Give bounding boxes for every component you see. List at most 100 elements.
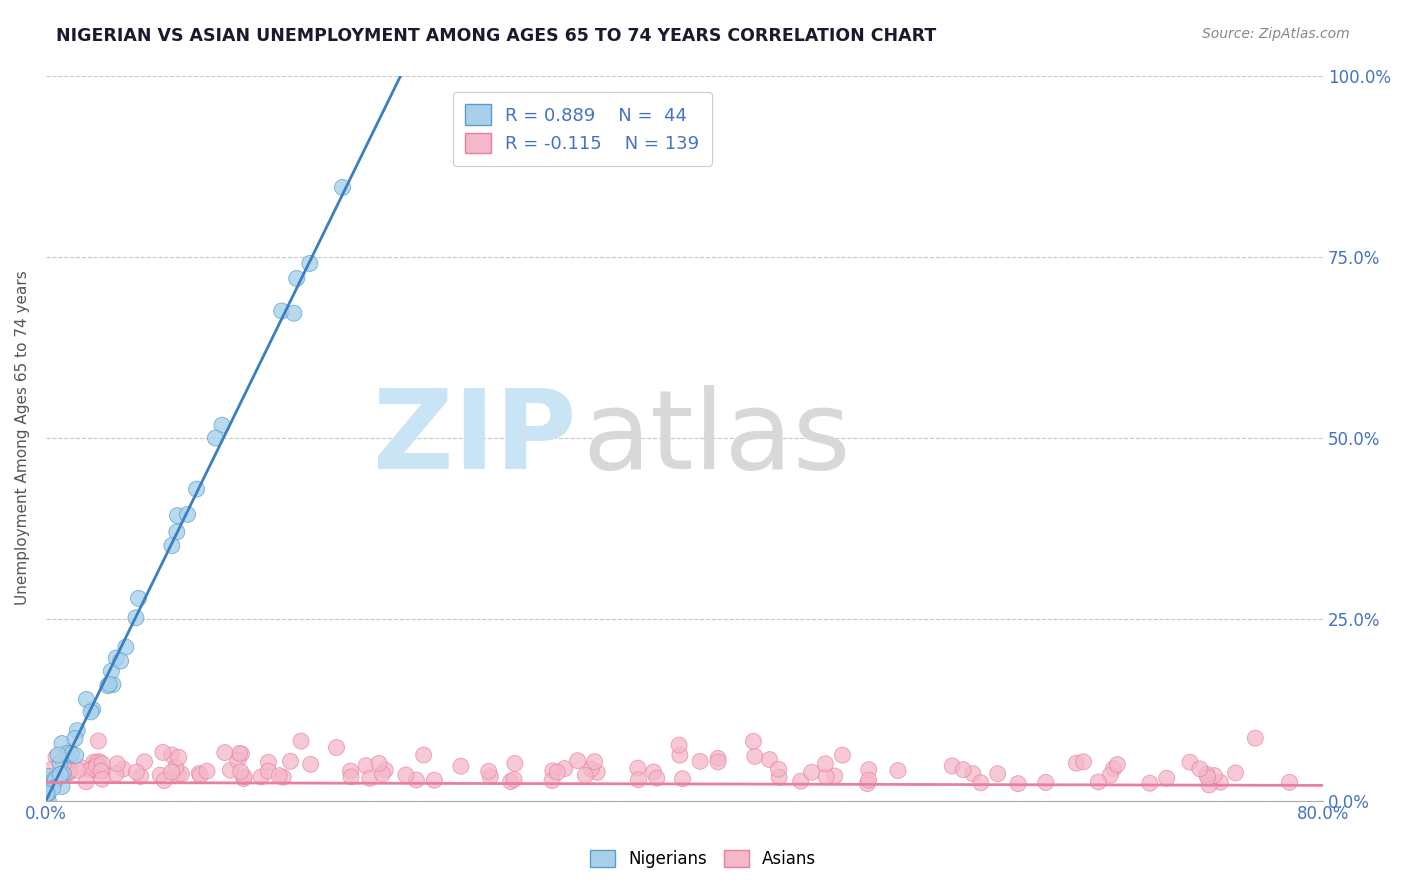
Ellipse shape — [408, 772, 425, 788]
Ellipse shape — [762, 752, 778, 768]
Ellipse shape — [165, 538, 180, 554]
Ellipse shape — [1212, 774, 1229, 790]
Y-axis label: Unemployment Among Ages 65 to 74 years: Unemployment Among Ages 65 to 74 years — [15, 270, 30, 606]
Ellipse shape — [53, 779, 70, 795]
Ellipse shape — [860, 762, 877, 778]
Ellipse shape — [79, 774, 94, 789]
Ellipse shape — [67, 731, 83, 747]
Ellipse shape — [108, 650, 124, 666]
Ellipse shape — [589, 764, 605, 780]
Ellipse shape — [45, 780, 60, 796]
Ellipse shape — [155, 745, 172, 760]
Ellipse shape — [890, 763, 905, 779]
Ellipse shape — [41, 793, 56, 808]
Ellipse shape — [163, 764, 180, 780]
Ellipse shape — [56, 760, 73, 776]
Ellipse shape — [112, 653, 128, 669]
Ellipse shape — [343, 763, 359, 779]
Ellipse shape — [152, 767, 169, 783]
Ellipse shape — [990, 765, 1005, 781]
Ellipse shape — [1091, 774, 1107, 790]
Ellipse shape — [110, 756, 125, 772]
Ellipse shape — [69, 723, 86, 739]
Ellipse shape — [170, 749, 187, 765]
Ellipse shape — [671, 737, 688, 753]
Ellipse shape — [236, 771, 252, 787]
Ellipse shape — [1192, 761, 1208, 777]
Ellipse shape — [105, 676, 121, 692]
Ellipse shape — [335, 179, 350, 195]
Ellipse shape — [167, 759, 184, 775]
Ellipse shape — [83, 762, 98, 778]
Ellipse shape — [860, 772, 876, 788]
Ellipse shape — [115, 761, 131, 777]
Ellipse shape — [51, 747, 66, 763]
Ellipse shape — [63, 746, 80, 762]
Ellipse shape — [55, 765, 72, 781]
Ellipse shape — [302, 255, 318, 271]
Ellipse shape — [1105, 761, 1122, 777]
Ellipse shape — [163, 747, 180, 763]
Ellipse shape — [170, 508, 186, 524]
Ellipse shape — [222, 763, 238, 778]
Ellipse shape — [48, 749, 63, 765]
Ellipse shape — [132, 768, 149, 784]
Text: atlas: atlas — [582, 384, 851, 491]
Ellipse shape — [283, 754, 298, 769]
Ellipse shape — [89, 758, 104, 774]
Ellipse shape — [1199, 770, 1216, 786]
Ellipse shape — [1010, 776, 1026, 791]
Ellipse shape — [128, 764, 145, 780]
Ellipse shape — [276, 769, 291, 785]
Legend: R = 0.889    N =  44, R = -0.115    N = 139: R = 0.889 N = 44, R = -0.115 N = 139 — [453, 92, 711, 166]
Ellipse shape — [630, 772, 647, 788]
Ellipse shape — [359, 757, 374, 773]
Ellipse shape — [90, 733, 107, 749]
Ellipse shape — [1227, 764, 1243, 780]
Ellipse shape — [93, 764, 110, 779]
Ellipse shape — [973, 775, 988, 791]
Ellipse shape — [745, 733, 762, 749]
Ellipse shape — [544, 772, 560, 789]
Ellipse shape — [288, 270, 305, 286]
Ellipse shape — [770, 769, 787, 785]
Ellipse shape — [793, 773, 808, 789]
Ellipse shape — [94, 756, 110, 772]
Ellipse shape — [675, 771, 690, 787]
Ellipse shape — [60, 747, 77, 764]
Ellipse shape — [49, 771, 65, 787]
Legend: Nigerians, Asians: Nigerians, Asians — [583, 843, 823, 875]
Ellipse shape — [329, 739, 344, 756]
Ellipse shape — [645, 764, 662, 780]
Ellipse shape — [63, 746, 79, 761]
Ellipse shape — [229, 752, 246, 768]
Ellipse shape — [817, 756, 834, 772]
Ellipse shape — [62, 764, 77, 779]
Ellipse shape — [253, 769, 269, 785]
Ellipse shape — [302, 756, 319, 772]
Ellipse shape — [710, 754, 725, 770]
Ellipse shape — [79, 691, 94, 707]
Ellipse shape — [827, 768, 842, 784]
Ellipse shape — [60, 757, 77, 772]
Text: Source: ZipAtlas.com: Source: ZipAtlas.com — [1202, 27, 1350, 41]
Ellipse shape — [83, 704, 98, 720]
Ellipse shape — [236, 769, 252, 785]
Ellipse shape — [156, 772, 173, 789]
Ellipse shape — [53, 736, 70, 752]
Ellipse shape — [39, 773, 55, 789]
Ellipse shape — [1206, 768, 1222, 783]
Ellipse shape — [188, 481, 205, 497]
Ellipse shape — [965, 765, 981, 781]
Ellipse shape — [482, 769, 498, 785]
Ellipse shape — [39, 786, 55, 802]
Ellipse shape — [945, 758, 960, 774]
Ellipse shape — [1069, 756, 1084, 772]
Ellipse shape — [67, 747, 84, 764]
Ellipse shape — [104, 664, 120, 679]
Ellipse shape — [377, 762, 394, 778]
Ellipse shape — [672, 747, 688, 764]
Ellipse shape — [180, 507, 195, 523]
Ellipse shape — [41, 768, 56, 784]
Ellipse shape — [200, 764, 215, 779]
